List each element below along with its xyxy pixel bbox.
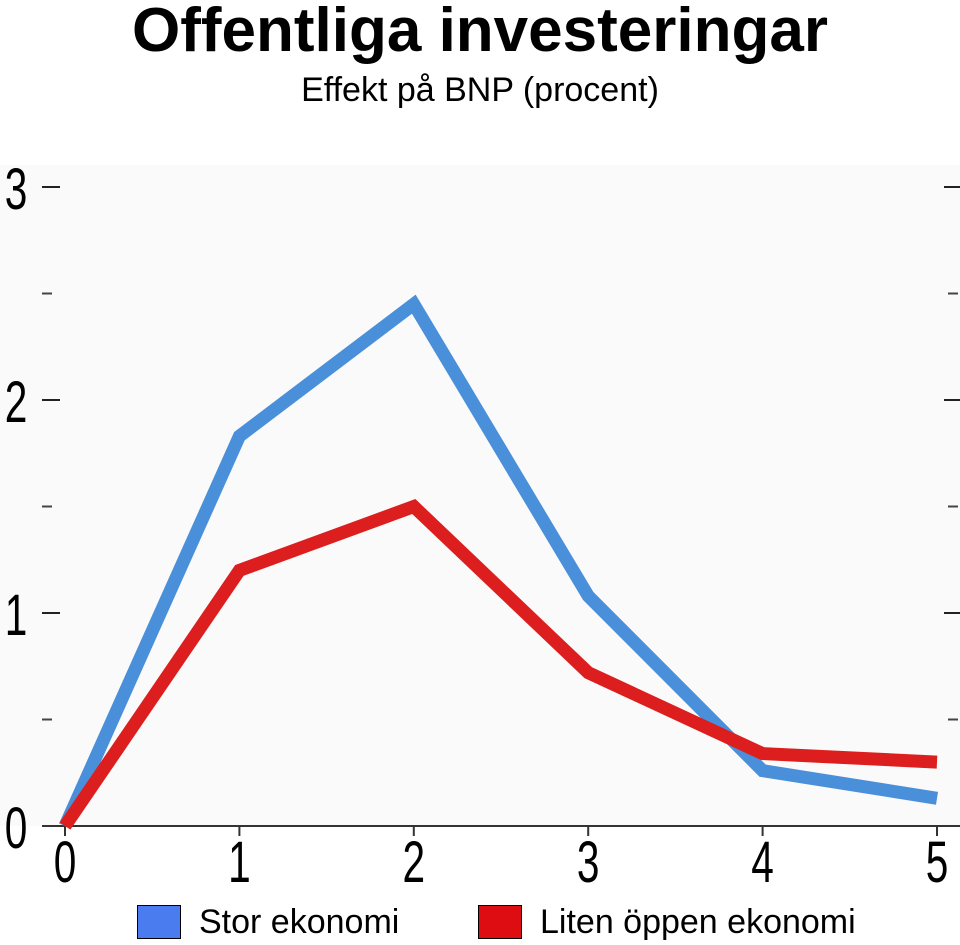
plot-background: [0, 165, 960, 826]
x-tick-label: 1: [228, 830, 251, 895]
x-tick-label: 4: [751, 830, 774, 895]
y-tick-label: 1: [5, 583, 28, 648]
legend-item-stor-ekonomi: Stor ekonomi: [137, 900, 399, 944]
legend-swatch-stor-ekonomi: [137, 905, 181, 939]
x-tick-label: 2: [403, 830, 426, 895]
legend-swatch-liten-oppen-ekonomi: [478, 905, 522, 939]
y-tick-label: 2: [5, 370, 28, 435]
x-tick-label: 3: [577, 830, 600, 895]
y-tick-label: 3: [5, 157, 28, 222]
legend-label-liten-oppen-ekonomi: Liten öppen ekonomi: [540, 903, 856, 941]
chart-subtitle: Effekt på BNP (procent): [301, 71, 659, 109]
x-tick-label: 0: [54, 830, 77, 895]
x-tick-label: 5: [926, 830, 949, 895]
legend-item-liten-oppen-ekonomi: Liten öppen ekonomi: [478, 900, 856, 944]
y-tick-label: 0: [5, 796, 28, 861]
series-line-liten-oppen-ekonomi: [59, 499, 938, 830]
legend-label-stor-ekonomi: Stor ekonomi: [199, 903, 400, 941]
chart-title: Offentliga investeringar: [132, 0, 828, 65]
series-line-stor-ekonomi: [59, 294, 939, 829]
